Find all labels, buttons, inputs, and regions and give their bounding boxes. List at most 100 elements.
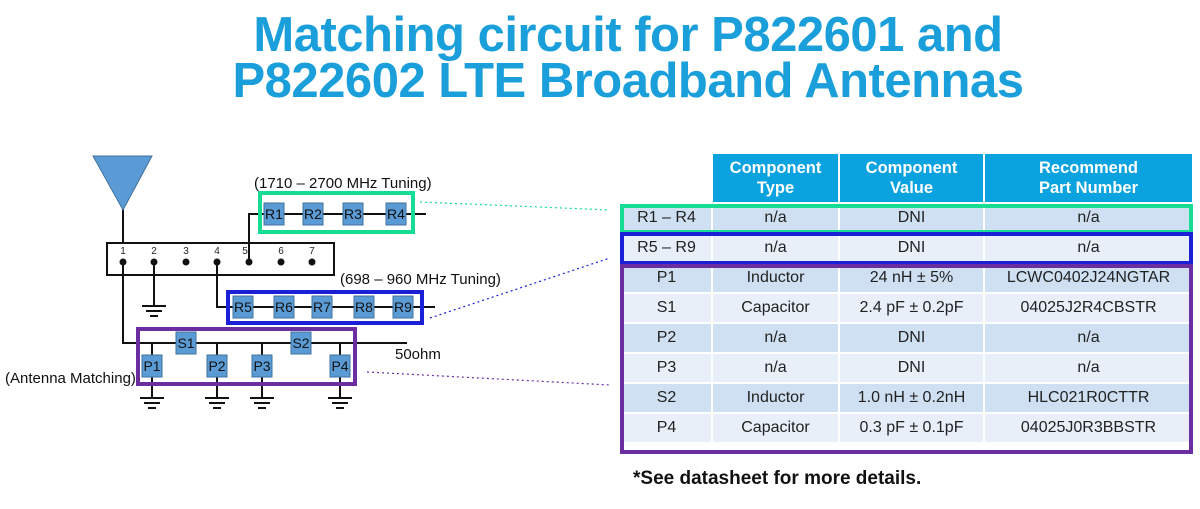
high-band-frame [258, 191, 415, 234]
table-cell: Capacitor [711, 412, 840, 444]
pin-dot [119, 258, 127, 266]
pin-dot [245, 258, 253, 266]
table-row: S2 Inductor 1.0 nH ± 0.2nH HLC021R0CTTR [620, 382, 1194, 414]
header-part-number: Recommend Part Number [983, 152, 1194, 204]
table-row: P2 n/a DNI n/a [620, 322, 1194, 354]
pin-number: 7 [309, 246, 315, 257]
low-band-pointer [429, 257, 611, 319]
table-row: P3 n/a DNI n/a [620, 352, 1194, 384]
component-r4: R4 [385, 202, 407, 226]
header-blank [620, 152, 713, 204]
component-r6: R6 [273, 295, 295, 319]
svg-text:P3: P3 [253, 358, 270, 374]
svg-text:R7: R7 [313, 299, 331, 315]
table-cell: 2.4 pF ± 0.2pF [838, 292, 985, 324]
table-cell: n/a [711, 322, 840, 354]
table-row: R5 – R9 n/a DNI n/a [620, 232, 1194, 264]
high-band-label: (1710 – 2700 MHz Tuning) [254, 175, 432, 192]
component-r9: R9 [392, 295, 414, 319]
table-cell: n/a [983, 352, 1194, 384]
low-band-label: (698 – 960 MHz Tuning) [340, 271, 501, 288]
component-r5: R5 [232, 295, 254, 319]
svg-text:P4: P4 [331, 358, 348, 374]
table-row: S1 Capacitor 2.4 pF ± 0.2pF 04025J2R4CBSTR [620, 292, 1194, 324]
table-cell: P3 [620, 352, 713, 384]
pin-number: 2 [151, 246, 157, 257]
matching-pointer [366, 371, 611, 386]
header-type: Component Type [711, 152, 840, 204]
component-p2: P2 [206, 354, 228, 378]
low-band-row-frame [620, 232, 1193, 265]
table-cell: n/a [711, 232, 840, 264]
pin-number: 1 [120, 246, 126, 257]
component-r3: R3 [342, 202, 364, 226]
low-band-frame [226, 290, 424, 325]
header-value: Component Value [838, 152, 985, 204]
svg-text:S2: S2 [292, 335, 309, 351]
table-cell: S2 [620, 382, 713, 414]
table-cell: Capacitor [711, 292, 840, 324]
table-cell: 1.0 nH ± 0.2nH [838, 382, 985, 414]
svg-text:S1: S1 [177, 335, 194, 351]
svg-text:P2: P2 [208, 358, 225, 374]
pin-number: 5 [242, 246, 248, 257]
slide-title: Matching circuit for P822601 and P822602… [0, 8, 1200, 108]
component-p3: P3 [251, 354, 273, 378]
title-line-1: Matching circuit for P822601 and [253, 8, 1003, 62]
table-cell: S1 [620, 292, 713, 324]
high-band-pointer [419, 201, 611, 211]
table-cell: P2 [620, 322, 713, 354]
ground-icon [142, 305, 166, 317]
matching-rows-frame [620, 264, 1193, 454]
component-r2: R2 [302, 202, 324, 226]
pin-dot [277, 258, 285, 266]
table-cell: Inductor [711, 382, 840, 414]
svg-text:R6: R6 [275, 299, 293, 315]
table-cell: P4 [620, 412, 713, 444]
component-r8: R8 [353, 295, 375, 319]
matching-label: (Antenna Matching) [5, 370, 136, 387]
svg-text:R1: R1 [265, 206, 283, 222]
table-cell: 04025J0R3BBSTR [983, 412, 1194, 444]
table-cell: n/a [983, 232, 1194, 264]
table-cell: 0.3 pF ± 0.1pF [838, 412, 985, 444]
pin-dot [150, 258, 158, 266]
svg-text:R3: R3 [344, 206, 362, 222]
table-cell: DNI [838, 352, 985, 384]
svg-text:R5: R5 [234, 299, 252, 315]
table-header: Component Type Component Value Recommend… [620, 152, 1194, 204]
schematic: 1 2 3 4 5 6 7 R1 R2 R3 R4 R5 R6 R7 R8 R9 S1 S2 P1 P2 P3 P4 (… [5, 155, 611, 409]
component-p1: P1 [141, 354, 163, 378]
component-r1: R1 [263, 202, 285, 226]
high-band-row-frame [620, 204, 1193, 234]
table-cell: n/a [983, 322, 1194, 354]
table-cell: 04025J2R4CBSTR [983, 292, 1194, 324]
ground-icon [250, 397, 274, 409]
svg-text:R2: R2 [304, 206, 322, 222]
ground-symbols [140, 305, 352, 409]
port-label: 50ohm [395, 346, 441, 363]
pin-number: 4 [214, 246, 220, 257]
table-cell: DNI [838, 322, 985, 354]
title-line-2: P822602 LTE Broadband Antennas [232, 54, 1025, 108]
ground-icon [205, 397, 229, 409]
svg-text:P1: P1 [143, 358, 160, 374]
pin-number: 3 [183, 246, 189, 257]
pin-dot [308, 258, 316, 266]
table-cell: n/a [711, 352, 840, 384]
table-cell: HLC021R0CTTR [983, 382, 1194, 414]
component-s2: S2 [290, 331, 312, 355]
component-p4: P4 [329, 354, 351, 378]
ground-icon [328, 397, 352, 409]
pin-dot [213, 258, 221, 266]
matching-frame [136, 327, 357, 386]
datasheet-note: *See datasheet for more details. [633, 468, 922, 489]
svg-text:R4: R4 [387, 206, 405, 222]
ground-icon [140, 397, 164, 409]
pin-dot [182, 258, 190, 266]
component-r7: R7 [311, 295, 333, 319]
table-row: P4 Capacitor 0.3 pF ± 0.1pF 04025J0R3BBSTR [620, 412, 1194, 444]
svg-text:R8: R8 [355, 299, 373, 315]
svg-text:R9: R9 [394, 299, 412, 315]
pin-number: 6 [278, 246, 284, 257]
